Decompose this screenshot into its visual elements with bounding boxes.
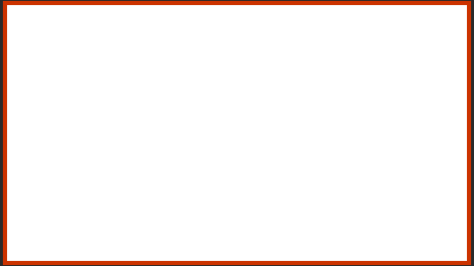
- Text: 1s²: 1s²: [145, 255, 160, 265]
- Text: 12: 12: [296, 55, 314, 68]
- Text: Diagram Academy: Diagram Academy: [123, 99, 265, 113]
- Text: 2s: 2s: [146, 139, 161, 149]
- Bar: [178, 218, 212, 248]
- Text: 1s: 1s: [146, 186, 161, 197]
- Bar: [346, 218, 380, 248]
- Text: Energy Level: Energy Level: [15, 90, 28, 176]
- Text: 24.304: 24.304: [385, 55, 411, 64]
- Text: 2s²: 2s²: [187, 255, 202, 265]
- Bar: [135, 218, 169, 248]
- Text: Magnesium (Mg) Orbital Diagram: Magnesium (Mg) Orbital Diagram: [68, 12, 406, 30]
- Text: Magnesium: Magnesium: [327, 136, 375, 145]
- Text: 3s: 3s: [146, 67, 161, 77]
- Bar: [107, 128, 141, 159]
- Bar: [284, 48, 417, 154]
- Bar: [107, 176, 141, 207]
- Text: 2p: 2p: [219, 104, 234, 114]
- Text: 2p⁶: 2p⁶: [270, 255, 286, 265]
- Bar: [107, 94, 213, 124]
- Bar: [225, 218, 331, 248]
- Text: Mg: Mg: [320, 80, 382, 114]
- Text: 3s²: 3s²: [356, 255, 371, 265]
- Bar: [107, 57, 141, 87]
